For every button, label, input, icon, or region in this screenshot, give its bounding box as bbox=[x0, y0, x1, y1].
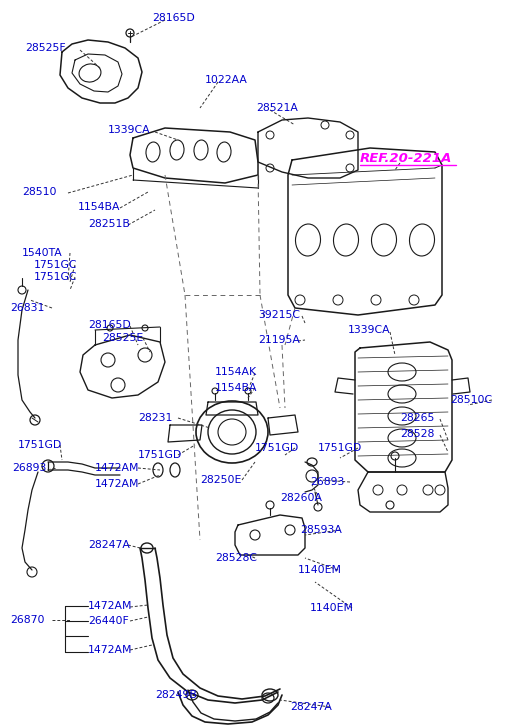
Text: 28525E: 28525E bbox=[102, 333, 143, 343]
Text: 1154BA: 1154BA bbox=[78, 202, 121, 212]
Text: 28165D: 28165D bbox=[152, 13, 195, 23]
Text: 1751GD: 1751GD bbox=[138, 450, 182, 460]
Text: REF.20-221A: REF.20-221A bbox=[360, 151, 452, 164]
Text: 28510C: 28510C bbox=[450, 395, 492, 405]
Text: 28247A: 28247A bbox=[290, 702, 332, 712]
Text: 28510: 28510 bbox=[22, 187, 56, 197]
Text: 1140EM: 1140EM bbox=[298, 565, 342, 575]
Text: 1022AA: 1022AA bbox=[205, 75, 248, 85]
Text: 1140EM: 1140EM bbox=[310, 603, 354, 613]
Text: 1472AM: 1472AM bbox=[95, 479, 139, 489]
Text: 28521A: 28521A bbox=[256, 103, 298, 113]
Text: 1472AM: 1472AM bbox=[88, 645, 132, 655]
Text: 1154AK: 1154AK bbox=[215, 367, 257, 377]
Text: 26893: 26893 bbox=[310, 477, 344, 487]
Text: 1751GD: 1751GD bbox=[255, 443, 299, 453]
Text: 28251B: 28251B bbox=[88, 219, 130, 229]
Text: 1339CA: 1339CA bbox=[108, 125, 151, 135]
Text: 26870: 26870 bbox=[10, 615, 45, 625]
Text: 1472AM: 1472AM bbox=[88, 601, 132, 611]
Text: 1751GC: 1751GC bbox=[34, 260, 78, 270]
Text: 1751GD: 1751GD bbox=[318, 443, 362, 453]
Text: 28525F: 28525F bbox=[25, 43, 65, 53]
Text: 28231: 28231 bbox=[138, 413, 172, 423]
Text: 26440F: 26440F bbox=[88, 616, 129, 626]
Text: 28249B: 28249B bbox=[155, 690, 197, 700]
Text: 28250E: 28250E bbox=[200, 475, 242, 485]
Text: 26831: 26831 bbox=[10, 303, 44, 313]
Text: 28247A: 28247A bbox=[88, 540, 130, 550]
Text: 1339CA: 1339CA bbox=[348, 325, 390, 335]
Text: 1472AM: 1472AM bbox=[95, 463, 139, 473]
Text: 28265: 28265 bbox=[400, 413, 434, 423]
Text: 1540TA: 1540TA bbox=[22, 248, 63, 258]
Text: 1751GC: 1751GC bbox=[34, 272, 78, 282]
Text: 21195A: 21195A bbox=[258, 335, 300, 345]
Text: 26893: 26893 bbox=[12, 463, 46, 473]
Text: 28528C: 28528C bbox=[215, 553, 257, 563]
Text: 39215C: 39215C bbox=[258, 310, 300, 320]
Text: 1751GD: 1751GD bbox=[18, 440, 62, 450]
Text: 28165D: 28165D bbox=[88, 320, 131, 330]
Text: 1154BA: 1154BA bbox=[215, 383, 257, 393]
Text: 28260A: 28260A bbox=[280, 493, 322, 503]
Text: 28593A: 28593A bbox=[300, 525, 342, 535]
Text: 28528: 28528 bbox=[400, 429, 434, 439]
